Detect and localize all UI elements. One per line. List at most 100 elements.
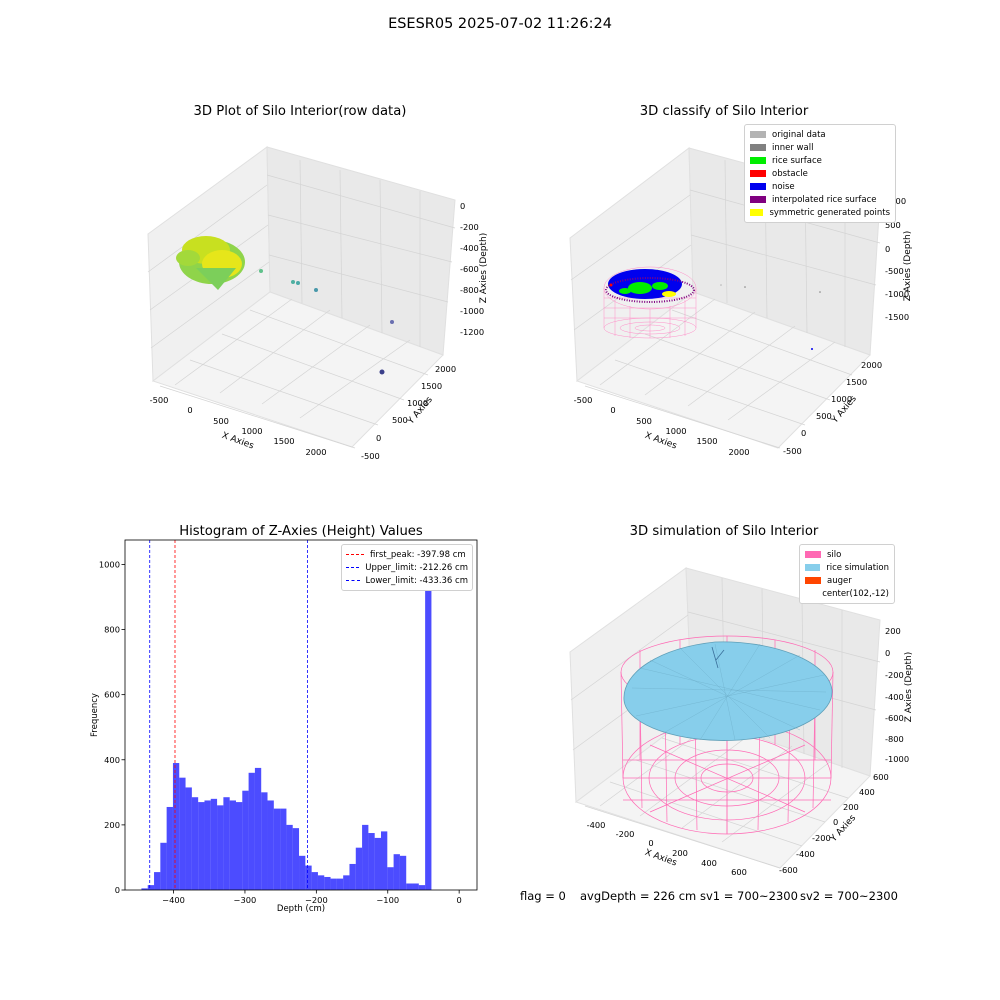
- sim-ytick: -600: [779, 865, 798, 875]
- histogram-vlines: [149, 540, 308, 890]
- histogram-bar: [242, 790, 249, 890]
- histogram-bar: [311, 872, 318, 890]
- legend-swatch: [805, 551, 821, 558]
- histogram-bar: [191, 797, 199, 890]
- legend-item-original-data: original data: [750, 128, 890, 141]
- sim-ztick: -400: [885, 692, 904, 702]
- raw-point-cloud: [176, 236, 394, 375]
- classify-xtick: -500: [574, 395, 593, 405]
- legend-swatch: [750, 183, 766, 190]
- sim-ytick: -400: [796, 849, 815, 859]
- raw-zlabel: Z Axies (Depth): [479, 233, 489, 304]
- raw-ztick: -200: [460, 222, 479, 232]
- classify-ztick: -1500: [885, 312, 909, 322]
- classify-ytick: 1000: [831, 394, 852, 404]
- sim-ytick: 400: [859, 787, 875, 797]
- legend-item-rice-simulation: rice simulation: [805, 561, 889, 574]
- raw-xtick: -500: [150, 395, 169, 405]
- legend-label: auger: [827, 575, 852, 586]
- histogram-bar: [305, 865, 312, 890]
- legend-label: symmetric generated points: [769, 207, 890, 218]
- sim-legend: silo rice simulation auger center(102,-1…: [799, 544, 895, 604]
- histogram-bar: [204, 800, 211, 890]
- sim-ytick: -200: [812, 833, 831, 843]
- histogram-bar: [380, 831, 388, 890]
- histogram-xtick-label: 0: [457, 895, 462, 905]
- histogram-bar: [374, 837, 381, 890]
- raw-ytick: 2000: [435, 364, 456, 374]
- legend-label: Lower_limit: -433.36 cm: [365, 575, 468, 586]
- sim-ztick: -800: [885, 734, 904, 744]
- raw-ztick: -1000: [460, 306, 484, 316]
- legend-item-noise: noise: [750, 180, 890, 193]
- histogram-bar: [387, 867, 394, 890]
- histogram-bar: [330, 878, 337, 890]
- classify-zlabel: Z Axies (Depth): [903, 231, 913, 302]
- histogram-bar: [355, 847, 363, 890]
- raw-ztick: 0: [460, 201, 465, 211]
- raw-xtick: 1500: [273, 436, 294, 446]
- classify-ztick: 500: [885, 220, 901, 230]
- classify-ytick: 0: [801, 428, 806, 438]
- legend-swatch: [750, 209, 764, 216]
- classify-legend: original data inner wall rice surface ob…: [744, 124, 896, 223]
- histogram-bars: [141, 557, 432, 890]
- legend-item-interpolated: interpolated rice surface: [750, 193, 890, 206]
- legend-label: inner wall: [772, 142, 814, 153]
- sim-ztick: 0: [885, 648, 890, 658]
- legend-item-obstacle: obstacle: [750, 167, 890, 180]
- histogram-ylabel: Frequency: [90, 693, 100, 737]
- histogram-bar: [235, 802, 243, 890]
- classify-xtick: 0: [610, 405, 615, 415]
- legend-label: center(102,-12): [822, 588, 889, 599]
- sim-ytick: 200: [843, 802, 859, 812]
- auger: [711, 646, 725, 669]
- classify-xtick: 500: [636, 416, 652, 426]
- histogram-bar: [147, 885, 155, 890]
- raw-ytick: 1500: [421, 381, 442, 391]
- classify-ytick: 2000: [861, 360, 882, 370]
- legend-label: rice surface: [772, 155, 822, 166]
- histogram-bar: [406, 883, 413, 890]
- raw-ztick: -600: [460, 264, 479, 274]
- histogram-bar: [248, 772, 255, 890]
- legend-swatch: [750, 157, 766, 164]
- footer-sv1: sv1 = 700~2300: [700, 889, 798, 903]
- raw-xtick: 1000: [241, 426, 262, 436]
- histogram-ytick-label: 800: [104, 625, 120, 635]
- histogram-xtick-label: −400: [162, 895, 185, 905]
- legend-swatch: [805, 577, 821, 584]
- legend-label: first_peak: -397.98 cm: [370, 549, 466, 560]
- histogram-frame: [124, 539, 478, 891]
- histogram-xtick-label: −300: [234, 895, 257, 905]
- classify-xtick: 1000: [665, 426, 686, 436]
- histogram-bar: [280, 808, 287, 890]
- histogram-ytick-label: 600: [104, 690, 120, 700]
- histogram-bar: [254, 767, 262, 890]
- histogram-bar: [179, 777, 186, 890]
- histogram-ytick-label: 200: [104, 820, 120, 830]
- legend-swatch: [750, 131, 766, 138]
- histogram-bar: [324, 876, 331, 890]
- histogram-bar: [229, 800, 236, 890]
- legend-label: Upper_limit: -212.26 cm: [365, 562, 468, 573]
- histogram-legend: first_peak: -397.98 cm Upper_limit: -212…: [341, 544, 473, 591]
- histogram-bar: [273, 808, 281, 890]
- classify-ztick: -500: [885, 266, 904, 276]
- sim-ztick: -200: [885, 670, 904, 680]
- histogram-xtick-label: −100: [376, 895, 399, 905]
- raw-xtick: 500: [213, 416, 229, 426]
- histogram-title: Histogram of Z-Axies (Height) Values: [179, 524, 423, 539]
- raw-ztick: -800: [460, 285, 479, 295]
- legend-label: rice simulation: [826, 562, 889, 573]
- legend-item-center: center(102,-12): [805, 587, 889, 600]
- raw-plot-title: 3D Plot of Silo Interior(row data): [193, 104, 407, 119]
- legend-item-lower-limit: Lower_limit: -433.36 cm: [346, 574, 468, 587]
- raw-xtick: 0: [187, 405, 192, 415]
- sim-ytick: 600: [873, 772, 889, 782]
- legend-item-silo: silo: [805, 548, 889, 561]
- classify-ytick: 1500: [846, 377, 867, 387]
- legend-swatch: [750, 144, 766, 151]
- figure-title: ESESR05 2025-07-02 11:26:24: [388, 16, 612, 32]
- footer-avg-depth: avgDepth = 226 cm: [580, 889, 697, 903]
